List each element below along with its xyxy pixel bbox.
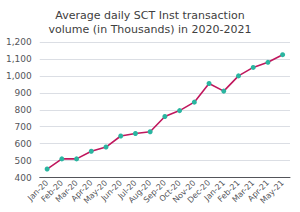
svg-text:1,000: 1,000 xyxy=(6,71,32,81)
svg-text:Aug-20: Aug-20 xyxy=(126,178,154,205)
svg-text:May-20: May-20 xyxy=(82,178,110,206)
svg-text:Jan-21: Jan-21 xyxy=(202,178,227,203)
svg-text:Jun-20: Jun-20 xyxy=(99,178,124,203)
svg-text:800: 800 xyxy=(15,105,32,115)
svg-text:Jul-20: Jul-20 xyxy=(116,178,139,201)
svg-text:700: 700 xyxy=(15,122,32,132)
svg-text:900: 900 xyxy=(15,88,32,98)
svg-text:Nov-20: Nov-20 xyxy=(171,178,198,205)
svg-text:Average daily SCT Inst transac: Average daily SCT Inst transaction xyxy=(55,9,244,22)
svg-text:volume (in Thousands) in 2020-: volume (in Thousands) in 2020-2021 xyxy=(49,23,252,36)
svg-text:Sep-20: Sep-20 xyxy=(141,178,169,205)
svg-text:1,200: 1,200 xyxy=(6,37,32,47)
svg-text:Feb-21: Feb-21 xyxy=(216,178,242,204)
svg-text:600: 600 xyxy=(15,139,32,149)
svg-text:Jan-20: Jan-20 xyxy=(26,178,51,203)
svg-text:Dec-20: Dec-20 xyxy=(185,178,213,205)
svg-text:May-21: May-21 xyxy=(259,178,286,205)
svg-text:Mar-20: Mar-20 xyxy=(53,178,80,205)
svg-text:1,100: 1,100 xyxy=(6,54,32,64)
svg-text:500: 500 xyxy=(15,156,32,166)
svg-text:Oct-20: Oct-20 xyxy=(157,178,183,204)
svg-text:Apr-21: Apr-21 xyxy=(246,178,272,204)
svg-text:Mar-21: Mar-21 xyxy=(230,178,257,205)
svg-text:400: 400 xyxy=(15,173,32,183)
svg-text:Apr-20: Apr-20 xyxy=(69,178,95,204)
svg-text:Feb-20: Feb-20 xyxy=(39,178,65,204)
